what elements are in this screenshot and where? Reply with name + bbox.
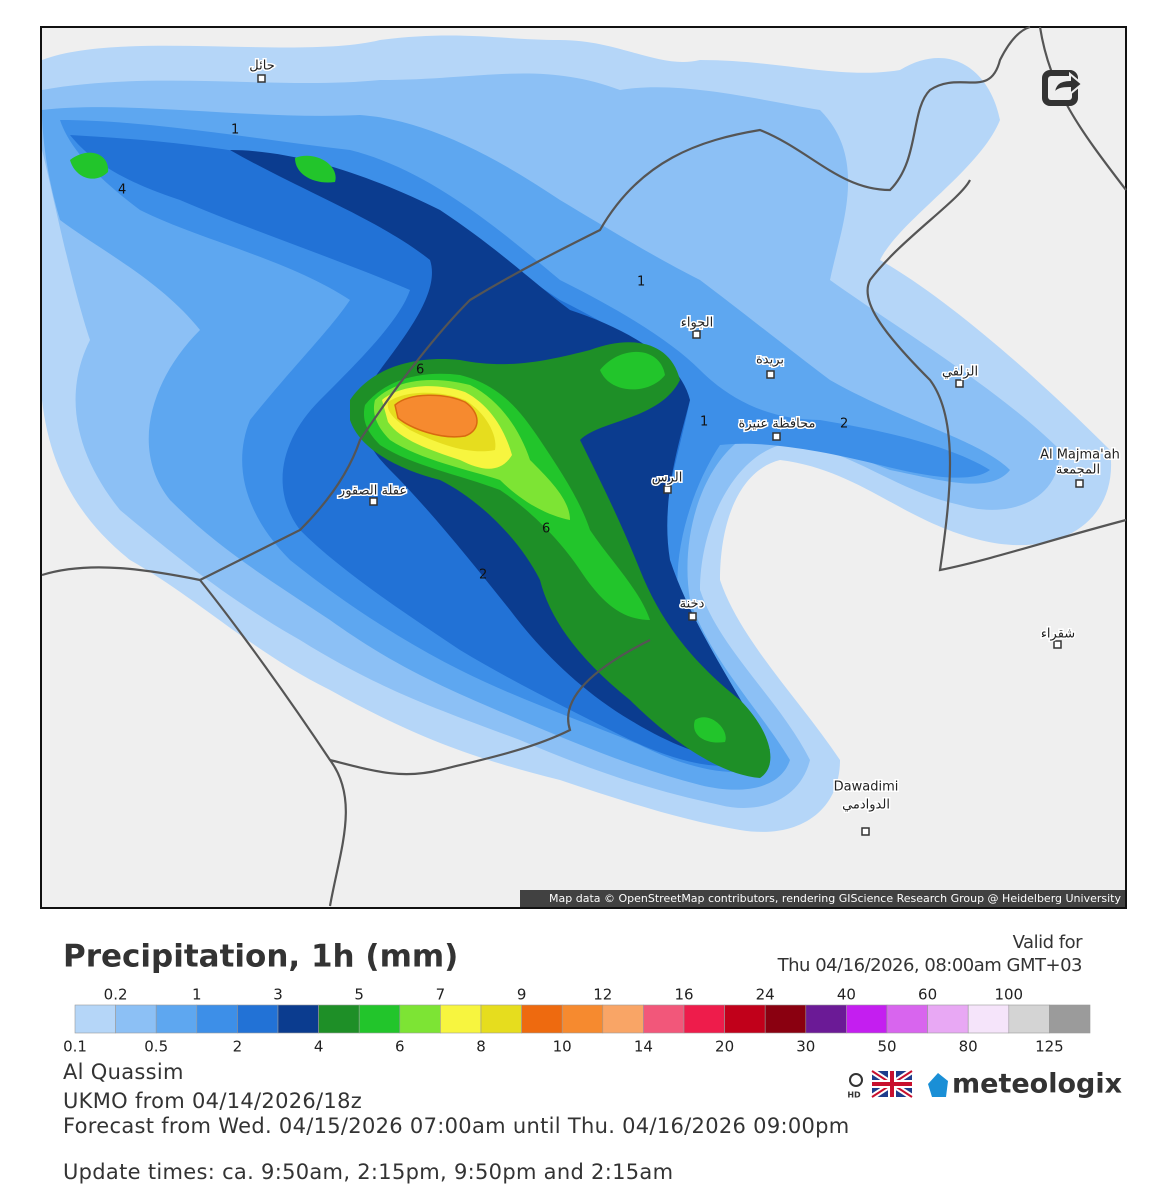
legend-upper-label: 24 (756, 986, 775, 1004)
legend-lower-label: 14 (634, 1038, 653, 1056)
legend-swatch (1008, 1004, 1050, 1034)
legend-swatch (724, 1004, 766, 1034)
city-label: بريدة (756, 353, 784, 368)
legend-lower-label: 8 (476, 1038, 486, 1056)
city-label: عقلة الصقور (338, 484, 407, 499)
brand-logo (928, 1073, 948, 1097)
legend-upper-label: 1 (192, 986, 202, 1004)
city-label: شقراء (1041, 627, 1075, 642)
legend-swatch (886, 1004, 928, 1034)
valid-label: Valid for (1013, 932, 1083, 953)
contour-label: 1 (637, 275, 645, 290)
legend-upper-label: 40 (837, 986, 856, 1004)
contour-label: 2 (840, 417, 848, 432)
hd-label: HD (847, 1091, 861, 1100)
legend-swatch (643, 1004, 685, 1034)
legend-swatch (115, 1004, 157, 1034)
share-button[interactable] (1042, 70, 1084, 106)
legend-swatch (602, 1004, 644, 1034)
update-times: Update times: ca. 9:50am, 2:15pm, 9:50pm… (63, 1160, 674, 1184)
contour-label: 1 (231, 123, 239, 138)
city-label: الرس (652, 471, 683, 486)
legend-upper-label: 5 (354, 986, 364, 1004)
precip-field (42, 35, 1112, 832)
legend-upper-label: 100 (994, 986, 1023, 1004)
legend-lower-label: 20 (715, 1038, 734, 1056)
contour-label: 4 (118, 183, 126, 198)
legend-swatch (358, 1004, 401, 1034)
legend-lower-label: 10 (553, 1038, 572, 1056)
legend-upper-label: 12 (593, 986, 612, 1004)
legend-swatch (74, 1004, 116, 1034)
legend-lower-label: 50 (877, 1038, 896, 1056)
contour-label: 6 (416, 363, 424, 378)
city-label: حائل (249, 59, 274, 74)
legend-upper-label: 7 (436, 986, 446, 1004)
legend-upper-label: 9 (517, 986, 527, 1004)
title: Precipitation, 1h (mm) (63, 939, 458, 975)
hd-icon (849, 1073, 863, 1087)
legend-upper-label: 60 (918, 986, 937, 1004)
legend-lower-label: 2 (233, 1038, 243, 1056)
legend-swatch (967, 1004, 1010, 1034)
city-label: الجواء (681, 316, 713, 331)
contour-label: 2 (479, 568, 487, 583)
legend-swatch (521, 1004, 563, 1034)
legend-swatch (927, 1004, 969, 1034)
contour-label: 1 (700, 415, 708, 430)
legend-swatch (480, 1004, 522, 1034)
legend-lower-label: 30 (796, 1038, 815, 1056)
legend-upper-label: 3 (273, 986, 283, 1004)
legend-swatch (440, 1004, 482, 1034)
legend-swatch (399, 1004, 441, 1034)
valid-time: Thu 04/16/2026, 08:00am GMT+03 (777, 955, 1082, 976)
brand-name: meteologix (952, 1069, 1122, 1100)
legend-swatch (805, 1004, 847, 1034)
city-label: محافظة عنيزة (739, 417, 816, 432)
forecast: Forecast from Wed. 04/15/2026 07:00am un… (63, 1114, 850, 1138)
legend-swatch (237, 1004, 279, 1034)
legend-swatch (277, 1004, 319, 1034)
attribution-bg (520, 890, 1125, 907)
legend-upper-label: 0.2 (104, 986, 128, 1004)
legend-swatch (196, 1004, 238, 1034)
contour-label: 6 (542, 522, 550, 537)
legend-swatch (1049, 1004, 1091, 1034)
city-label: الدوادمي (842, 798, 890, 813)
legend-swatch (155, 1004, 198, 1034)
city-label: الزلفي (942, 365, 978, 380)
city-markers (257, 74, 1084, 836)
city-label: Dawadimi (834, 780, 899, 795)
legend-swatch (561, 1004, 604, 1034)
legend-lower-label: 80 (959, 1038, 978, 1056)
legend-lower-label: 0.5 (144, 1038, 168, 1056)
legend-swatch (846, 1004, 888, 1034)
city-label: المجمعة (1056, 463, 1100, 478)
legend-lower-label: 6 (395, 1038, 405, 1056)
city-label: Al Majma'ah (1040, 448, 1120, 463)
legend-lower-label: 4 (314, 1038, 324, 1056)
region: Al Quassim (63, 1060, 184, 1084)
city-label: دخنة (680, 597, 705, 612)
model: UKMO from 04/14/2026/18z (63, 1089, 363, 1113)
legend-swatch (318, 1004, 360, 1034)
borders (41, 25, 1127, 907)
legend-swatch (683, 1004, 725, 1034)
attribution: Map data © OpenStreetMap contributors, r… (549, 892, 1121, 905)
legend-lower-label: 125 (1035, 1038, 1064, 1056)
uk-flag (870, 1068, 914, 1100)
legend-lower-label: 0.1 (63, 1038, 87, 1056)
legend-upper-label: 16 (674, 986, 693, 1004)
legend-swatch (764, 1004, 807, 1034)
